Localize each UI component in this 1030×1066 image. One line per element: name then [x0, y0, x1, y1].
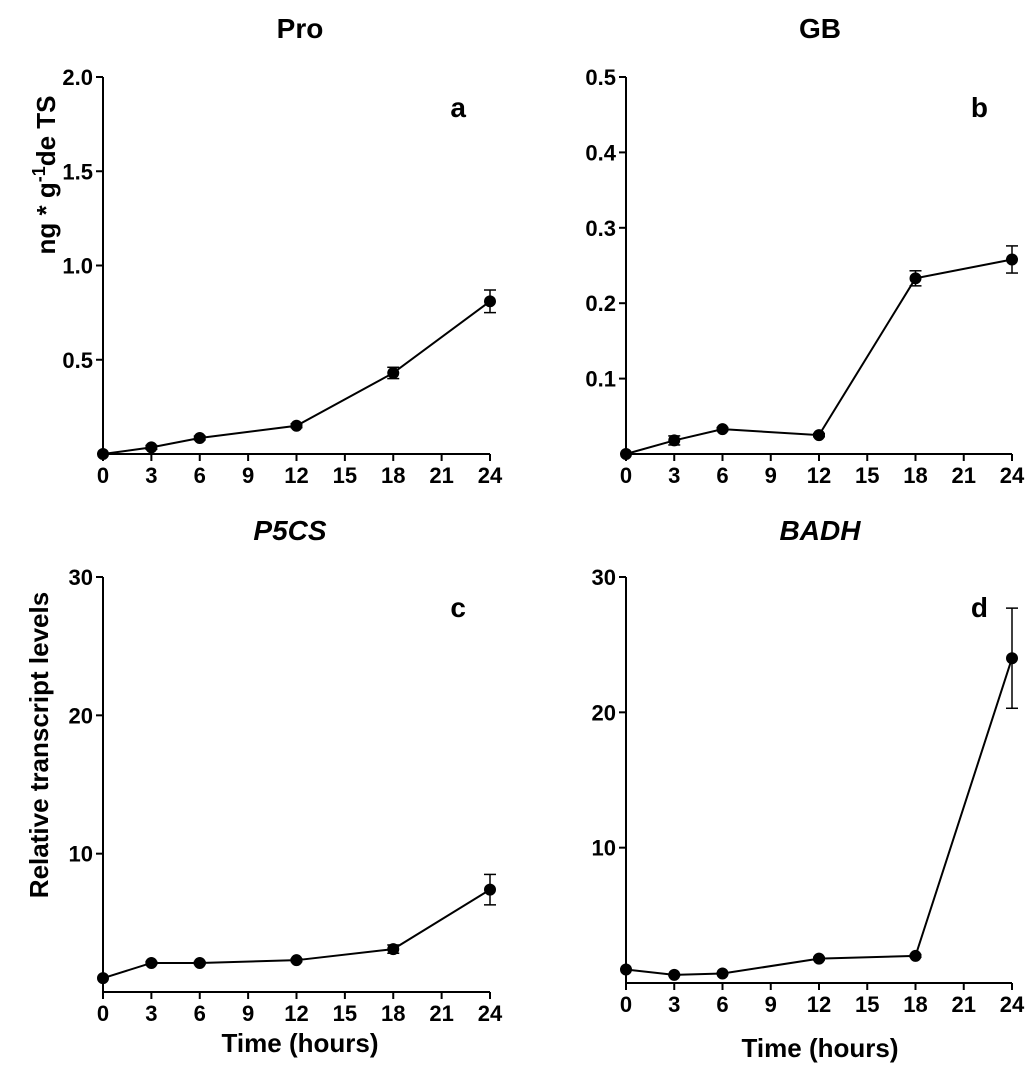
panel-title: BADH	[780, 515, 862, 546]
y-tick-label: 2.0	[62, 65, 93, 90]
x-tick-label: 21	[952, 992, 976, 1017]
data-point	[1006, 253, 1018, 266]
y-tick-label: 10	[69, 842, 93, 867]
y-tick-label: 20	[69, 703, 93, 728]
x-tick-label: 18	[903, 992, 927, 1017]
panel-c: P5CS 0 3 6 9 12 15 18 21 24 10 20 30 c	[69, 515, 503, 1026]
x-tick-label: 24	[1000, 992, 1025, 1017]
panel-letter: a	[450, 92, 466, 123]
data-point	[193, 956, 206, 969]
data-point	[145, 441, 158, 454]
x-tick-label: 3	[145, 463, 157, 488]
x-tick-label: 3	[145, 1001, 157, 1026]
data-point	[97, 972, 109, 985]
data-point	[668, 434, 681, 447]
panel-title: Pro	[277, 13, 324, 44]
x-tick-label: 15	[855, 992, 879, 1017]
x-tick-label: 9	[242, 1001, 254, 1026]
series-line	[625, 258, 1013, 455]
data-point	[97, 448, 109, 460]
x-tick-label: 21	[429, 463, 453, 488]
data-point	[716, 967, 729, 980]
x-tick-label: 9	[765, 463, 777, 488]
x-tick-label: 0	[620, 992, 632, 1017]
x-tick-label: 9	[242, 463, 254, 488]
data-point	[909, 272, 922, 285]
y-tick-label: 0.2	[585, 291, 616, 316]
y-tick-label: 10	[592, 836, 616, 861]
x-tick-label: 15	[855, 463, 879, 488]
panel-title: P5CS	[253, 515, 326, 546]
y-tick-label: 30	[592, 565, 616, 590]
data-point	[387, 943, 400, 956]
x-tick-label: 6	[194, 1001, 206, 1026]
x-tick-label: 21	[429, 1001, 453, 1026]
x-tick-label: 12	[807, 992, 831, 1017]
y-tick-label: 0.5	[585, 65, 616, 90]
y-tick-label: 0.1	[585, 367, 616, 392]
x-tick-label: 6	[194, 463, 206, 488]
data-point	[620, 963, 632, 976]
x-tick-label: 18	[381, 463, 405, 488]
y-tick-label: 1.5	[62, 159, 93, 184]
data-point	[668, 968, 681, 981]
x-tick-label: 12	[284, 463, 308, 488]
panel-letter: b	[971, 92, 988, 123]
panel-b: GB 0 3 6 9 12 15 18 21 24 0.1 0.2 0.3 0.4 0.5 b	[585, 13, 1025, 488]
data-point	[813, 429, 825, 442]
y-tick-label: 0.4	[585, 140, 616, 165]
data-point	[145, 956, 158, 969]
x-tick-label: 21	[952, 463, 976, 488]
x-tick-label: 9	[765, 992, 777, 1017]
x-tick-label: 0	[620, 463, 632, 488]
data-point	[387, 366, 400, 379]
y-tick-label: 0.5	[62, 348, 93, 373]
series-line	[625, 657, 1013, 976]
y-tick-label: 0.3	[585, 216, 616, 241]
data-point	[620, 448, 632, 460]
series-line	[102, 888, 491, 980]
panel-a: Pro 0 3 6 9 12 15 18 21 24 0.5 1.0 1.5 2.0 a	[62, 13, 503, 488]
top-y-axis-label: ng * g-1de TS	[29, 95, 61, 254]
x-tick-label: 0	[97, 1001, 109, 1026]
x-tick-label: 24	[1000, 463, 1025, 488]
data-point	[1006, 652, 1018, 665]
data-point	[484, 883, 496, 896]
series-line	[102, 300, 491, 455]
panel-letter: c	[450, 592, 466, 623]
x-tick-label: 18	[381, 1001, 405, 1026]
y-tick-label: 30	[69, 565, 93, 590]
data-point	[193, 431, 206, 444]
x-tick-label: 6	[716, 463, 728, 488]
data-point	[716, 423, 729, 436]
x-tick-label: 0	[97, 463, 109, 488]
x-tick-label: 6	[716, 992, 728, 1017]
x-tick-label: 3	[668, 992, 680, 1017]
data-point	[290, 954, 303, 967]
data-point	[290, 419, 303, 432]
x-tick-label: 18	[903, 463, 927, 488]
data-point	[909, 949, 922, 962]
y-tick-label: 20	[592, 700, 616, 725]
x-tick-label: 12	[807, 463, 831, 488]
x-tick-label: 24	[478, 1001, 503, 1026]
data-point	[484, 295, 496, 308]
x-axis-label-left: Time (hours)	[222, 1028, 379, 1058]
x-tick-label: 12	[284, 1001, 308, 1026]
panel-letter: d	[971, 592, 988, 623]
x-tick-label: 24	[478, 463, 503, 488]
y-tick-label: 1.0	[62, 254, 93, 279]
x-tick-label: 3	[668, 463, 680, 488]
panel-title: GB	[799, 13, 841, 44]
x-axis-label-right: Time (hours)	[742, 1033, 899, 1063]
x-tick-label: 15	[333, 1001, 357, 1026]
data-point	[813, 952, 825, 965]
x-tick-label: 15	[333, 463, 357, 488]
bottom-y-axis-label: Relative transcript levels	[24, 592, 54, 898]
panel-d: BADH 0 3 6 9 12 15 18 21 24 10 20 30 d	[592, 515, 1025, 1017]
